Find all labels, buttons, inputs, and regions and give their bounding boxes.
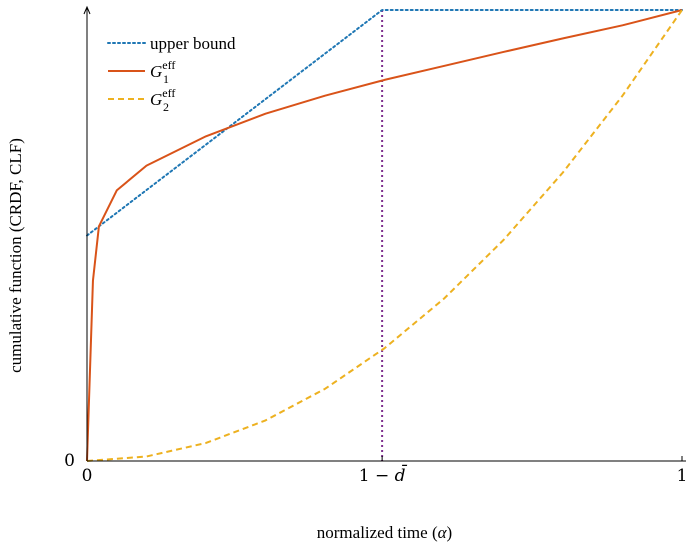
series-g1eff	[86, 9, 683, 462]
x-axis-title: normalized time (α)	[317, 523, 452, 542]
legend-item-upper-bound-label: upper bound	[150, 34, 236, 53]
legend-item-g1eff-label: Geff 1	[150, 58, 175, 86]
legend-item-g2eff: Geff 2	[108, 86, 175, 114]
y-tick-label-0: 0	[64, 451, 75, 471]
x-tick-label-0: 0	[82, 466, 93, 486]
x-tick-label-1: 1 − d̄	[359, 463, 408, 486]
x-tick-label-2: 1	[677, 466, 688, 486]
y-axis-arrow	[83, 5, 91, 15]
axes: 0 1 − d̄ 1 0 normalized time (α) cumulative f…	[6, 5, 688, 542]
legend-item-g1eff: Geff 1	[108, 58, 175, 86]
series-g2eff	[86, 9, 683, 462]
legend-item-g2eff-label: Geff 2	[150, 86, 175, 114]
legend-item-upper-bound: upper bound	[107, 34, 236, 53]
plot-area	[86, 9, 683, 462]
y-axis-title: cumulative function (CRDF, CLF)	[6, 138, 25, 373]
series-upper-bound	[86, 9, 683, 237]
